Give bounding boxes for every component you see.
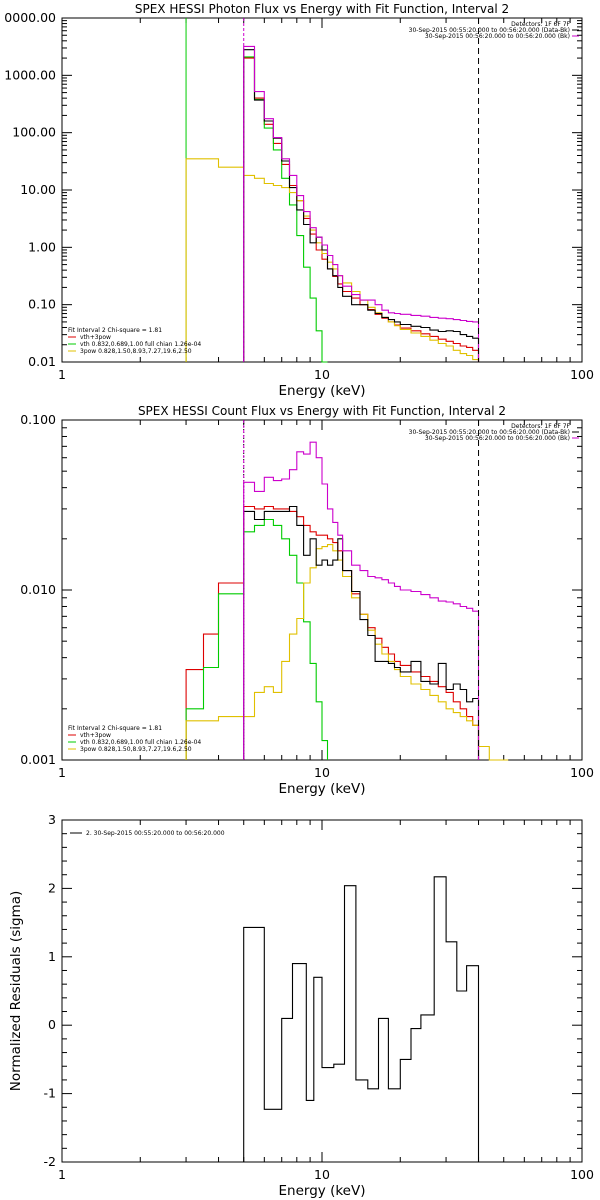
series-line [243, 49, 480, 362]
chart-title: SPEX HESSI Photon Flux vs Energy with Fi… [135, 2, 509, 16]
series-2 [185, 518, 329, 760]
y-tick-label: 0 [48, 1017, 56, 1032]
legend-label: vth+3pow [80, 732, 111, 739]
series-line [185, 544, 509, 761]
x-tick-label: 1 [58, 367, 66, 382]
series-4 [243, 49, 480, 362]
x-axis-label: Energy (keV) [279, 781, 366, 797]
y-tick-label: 1 [48, 949, 56, 964]
y-axis-label: Normalized Residuals (sigma) [8, 891, 24, 1092]
info-line: 30-Sep-2015 00:56:20.000 to 00:56:20.000… [425, 33, 570, 40]
y-tick-label: 0.10 [28, 297, 56, 312]
y-tick-label: -1 [44, 1086, 56, 1101]
x-axis-label: Energy (keV) [279, 1183, 366, 1199]
x-tick-label: 1 [58, 1167, 66, 1182]
y-tick-label: 1.00 [28, 239, 56, 254]
series-line [243, 57, 480, 362]
chart-title: SPEX HESSI Count Flux vs Energy with Fit… [138, 404, 506, 418]
series-line [243, 45, 480, 362]
chart-panel-2: SPEX HESSI Count Flux vs Energy with Fit… [20, 404, 594, 797]
x-tick-label: 100 [570, 367, 594, 382]
info-line: Detectors: 1F 6F 7F [511, 21, 570, 28]
series-4 [243, 505, 480, 760]
chart-panel-1: SPEX HESSI Photon Flux vs Energy with Fi… [4, 2, 594, 399]
legend-title: Fit Interval 2 Chi-square = 1.81 [68, 327, 162, 334]
legend-label: vth+3pow [80, 334, 111, 341]
legend-label: vth 0.832,0.689,1.00 full chian 1.26e-04 [80, 739, 201, 746]
x-tick-label: 100 [570, 1167, 594, 1182]
series-line [185, 518, 329, 760]
series-line [243, 441, 480, 760]
y-tick-label: 0.001 [20, 752, 56, 767]
series-2 [243, 56, 328, 363]
chart-panel-3: 1 10 100 -2 -1 0 1 2 3 Energy (keV) Normalized Res… [8, 812, 594, 1199]
info-line: Detectors: 1F 6F 7F [511, 423, 570, 430]
legend-label: vth 0.832,0.689,1.00 full chian 1.26e-04 [80, 341, 201, 348]
info-line: 30-Sep-2015 00:56:20.000 to 00:56:20.000… [425, 435, 570, 442]
y-tick-label: -2 [44, 1154, 56, 1169]
series-1 [243, 57, 480, 362]
series-line [243, 876, 480, 1162]
y-tick-label: 0.010 [20, 582, 56, 597]
y-tick-label: 0000.00 [4, 10, 56, 25]
series-5 [243, 45, 480, 362]
x-tick-label: 100 [570, 765, 594, 780]
series-1 [243, 876, 480, 1162]
x-tick-label: 10 [314, 367, 330, 382]
legend-label: 2. 30-Sep-2015 00:55:20.000 to 00:56:20.… [86, 830, 225, 837]
y-tick-label: 3 [48, 812, 56, 827]
y-tick-label: 100.00 [12, 125, 56, 140]
series-3 [185, 544, 509, 761]
x-tick-label: 10 [314, 1167, 330, 1182]
series-line [243, 56, 328, 363]
x-tick-label: 10 [314, 765, 330, 780]
y-tick-label: 10.00 [20, 182, 56, 197]
x-axis-label: Energy (keV) [279, 383, 366, 399]
legend-label: 3pow 0.828,1.50,8.93,7.27,19.6,2.50 [80, 348, 192, 355]
series-line [243, 505, 480, 760]
info-line: 30-Sep-2015 00:55:20.000 to 00:56:20.000… [409, 27, 570, 34]
legend-title: Fit Interval 2 Chi-square = 1.81 [68, 725, 162, 732]
legend-label: 3pow 0.828,1.50,8.93,7.27,19.6,2.50 [80, 746, 192, 753]
y-tick-label: 2 [48, 880, 56, 895]
y-tick-label: 0.100 [20, 412, 56, 427]
y-tick-label: 0.01 [28, 354, 56, 369]
y-tick-label: 1000.00 [4, 67, 56, 82]
x-tick-label: 1 [58, 765, 66, 780]
series-5 [243, 441, 480, 760]
info-line: 30-Sep-2015 00:55:20.000 to 00:56:20.000… [409, 429, 570, 436]
plot-frame [61, 17, 583, 363]
